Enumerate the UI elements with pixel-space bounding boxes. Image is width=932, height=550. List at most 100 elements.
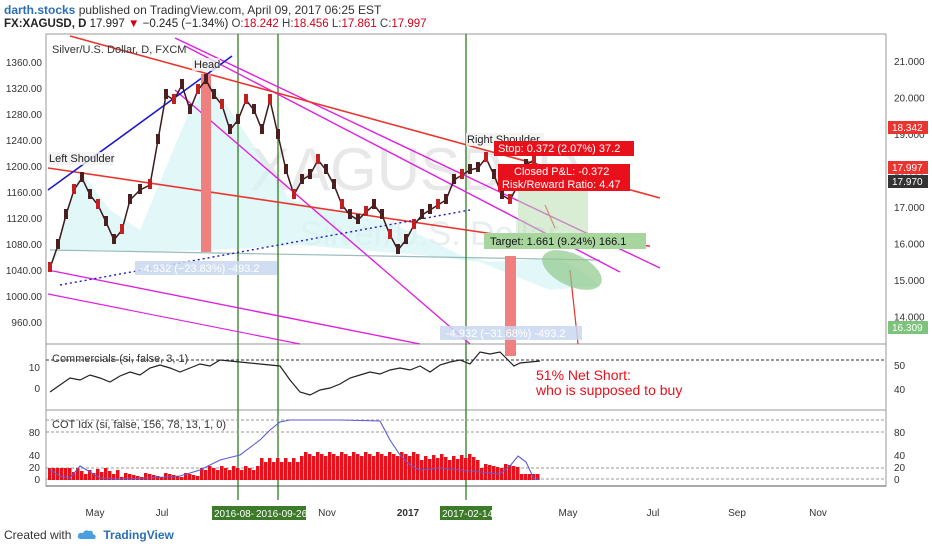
- candle: [300, 174, 304, 184]
- cot-bar: [376, 452, 380, 480]
- cot-bar: [292, 458, 296, 480]
- cot-bar: [100, 472, 104, 480]
- cot-bar: [276, 458, 280, 480]
- candle: [436, 199, 440, 209]
- cot-bar: [484, 464, 488, 480]
- publish-text: published on TradingView.com, April 09, …: [78, 3, 382, 17]
- cot-bar: [128, 474, 132, 480]
- high-value: 18.456: [293, 18, 329, 30]
- down-arrow-icon: ▼: [128, 18, 140, 30]
- created-with-text: Created with: [4, 528, 72, 542]
- cot-bar: [384, 456, 388, 480]
- candle: [236, 114, 240, 124]
- left-axis-tick: 1360.00: [6, 58, 43, 69]
- cot-bar: [356, 454, 360, 480]
- low-value: 17.861: [341, 18, 377, 30]
- open-value: 18.242: [243, 18, 279, 30]
- price-badge: 17.970: [892, 177, 923, 188]
- cot-bar: [256, 466, 260, 480]
- cot-bar: [116, 470, 120, 480]
- cot-bar: [60, 468, 64, 480]
- price-badge-bg: [888, 161, 928, 174]
- cot-bar: [48, 468, 52, 480]
- x-tick: 2017: [397, 508, 420, 519]
- cot-bar: [416, 454, 420, 480]
- footer: Created with TradingView: [4, 528, 174, 542]
- publish-line: darth.stocks published on TradingView.co…: [4, 3, 381, 17]
- left-axis-tick: 1160.00: [7, 188, 43, 199]
- cot-title: COT Idx (si, false, 156, 78, 13, 1, 0): [52, 419, 226, 431]
- cot-bar: [180, 477, 184, 480]
- cot-bar: [320, 454, 324, 480]
- tradingview-link[interactable]: TradingView: [103, 528, 174, 542]
- candle: [292, 189, 296, 199]
- candle: [204, 74, 208, 84]
- cot-bar: [288, 462, 292, 480]
- cot-bar: [148, 474, 152, 480]
- cot-bar: [216, 470, 220, 480]
- price-badge: 16.309: [892, 323, 923, 334]
- cot-bar: [536, 474, 540, 480]
- cot-bar: [80, 471, 84, 480]
- cot-bar: [504, 464, 508, 480]
- cot-bar: [344, 454, 348, 480]
- right-axis-tick: 17.000: [894, 203, 925, 214]
- cot-bar: [260, 458, 264, 480]
- cot-bar: [480, 468, 484, 480]
- right-axis-tick: 14.000: [894, 313, 925, 324]
- time-axis: May Jul Nov 2017 May Jul Sep Nov 2016-08…: [86, 506, 827, 520]
- candle: [180, 79, 184, 89]
- cot-bar: [328, 452, 332, 480]
- cot-bar: [352, 452, 356, 480]
- cot-bar: [232, 466, 236, 480]
- candle: [164, 89, 168, 99]
- cot-index-series: [49, 419, 540, 480]
- cot-bar: [312, 456, 316, 480]
- target-label: Target: 1.661 (9.24%) 166.1: [490, 236, 626, 248]
- closed-pnl-label: Closed P&L: -0.372: [514, 166, 609, 178]
- left-axis-tick: 1240.00: [6, 136, 43, 147]
- x-tick: Jul: [156, 508, 169, 519]
- cot-bar: [520, 474, 524, 480]
- cot-bar: [264, 462, 268, 480]
- cot-bar: [424, 456, 428, 480]
- comm-right-tick: 40: [894, 385, 906, 396]
- x-tick: Nov: [318, 508, 336, 519]
- cot-bar: [464, 458, 468, 480]
- cot-bar: [248, 468, 252, 480]
- head-label: Head: [194, 59, 220, 71]
- candle: [196, 84, 200, 94]
- cot-bar: [476, 460, 480, 480]
- cot-bar: [372, 456, 376, 480]
- cot-bar: [132, 475, 136, 480]
- supposed-to-buy-note: who is supposed to buy: [535, 382, 682, 398]
- cot-bar: [144, 473, 148, 480]
- comm-left-tick: 10: [29, 363, 41, 374]
- candle: [420, 209, 424, 219]
- candle: [48, 262, 52, 272]
- date-highlight-1: 2016-08-: [214, 509, 254, 520]
- candle: [228, 124, 232, 134]
- cot-bar: [436, 458, 440, 480]
- candle: [156, 134, 160, 144]
- left-axis-tick: 1000.00: [6, 292, 43, 303]
- candle: [244, 94, 248, 104]
- author-link[interactable]: darth.stocks: [4, 3, 76, 17]
- cot-left-tick: 20: [29, 463, 41, 474]
- cot-bar: [348, 456, 352, 480]
- candle: [188, 104, 192, 114]
- cot-bar: [360, 456, 364, 480]
- cot-left-tick: 80: [29, 428, 41, 439]
- cot-bar: [400, 452, 404, 480]
- cot-right-tick: 20: [894, 463, 906, 474]
- candle: [460, 169, 464, 179]
- candle: [80, 172, 84, 182]
- candle: [112, 234, 116, 244]
- left-price-axis: 1360.00 1320.00 1280.00 1240.00 1200.00 1160.…: [6, 58, 43, 329]
- candle: [412, 219, 416, 229]
- measure-bar-1: [201, 74, 211, 252]
- cot-bar: [224, 468, 228, 480]
- candle: [388, 229, 392, 239]
- price-badge: 17.997: [892, 163, 923, 174]
